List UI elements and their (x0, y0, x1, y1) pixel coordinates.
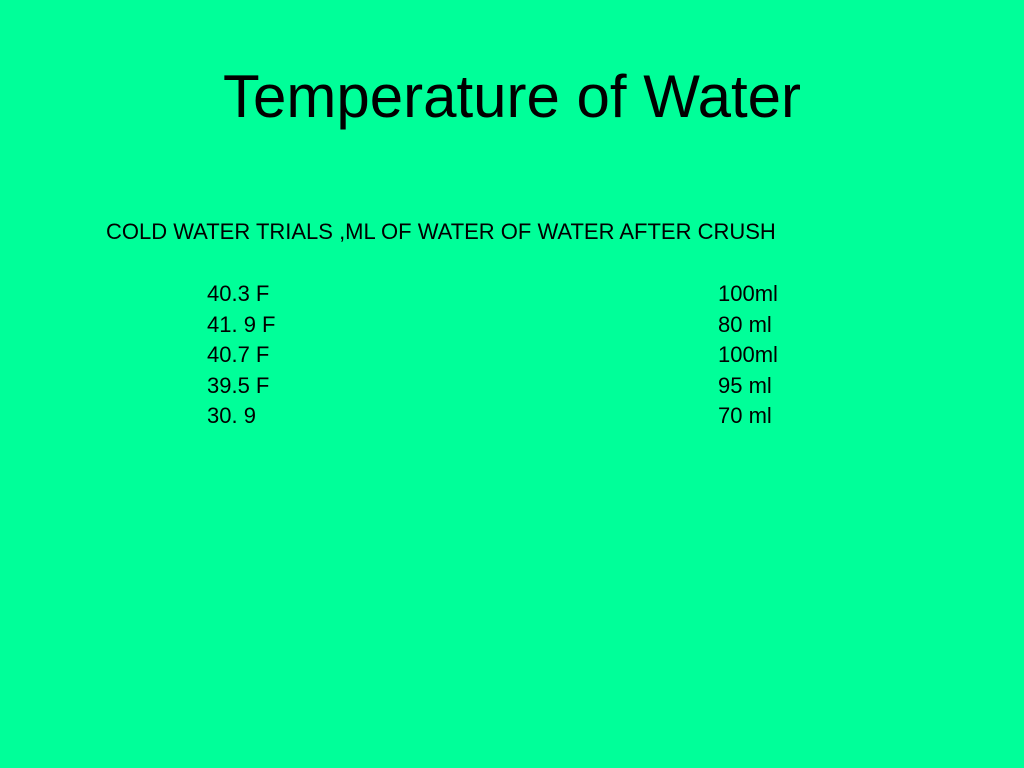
table-cell: 40.7 F (207, 342, 270, 368)
table-row: 40.3 F 100ml (0, 280, 1024, 311)
table-cell: 95 ml (718, 372, 772, 398)
table-cell: 100ml (718, 342, 778, 368)
table-cell: 70 ml (718, 403, 772, 429)
table-cell: 41. 9 F (207, 311, 276, 337)
table-cell: 30. 9 (207, 403, 256, 429)
table-row: 30. 9 70 ml (0, 402, 1024, 433)
table-cell: 40.3 F (207, 281, 270, 306)
table-cell: 100ml (718, 281, 778, 306)
table-row: 40.7 F 100ml (0, 341, 1024, 372)
table-cell: 80 ml (718, 311, 772, 337)
table-row: 41. 9 F 80 ml (0, 311, 1024, 342)
table-heading: COLD WATER TRIALS ,ML OF WATER OF WATER … (106, 219, 776, 244)
table-row: 39.5 F 95 ml (0, 372, 1024, 403)
table-cell: 39.5 F (207, 372, 270, 398)
table: 40.3 F 100ml 41. 9 F 80 ml 40.7 F 100ml 39.5 F… (0, 280, 1024, 433)
slide-title: Temperature of Water (223, 63, 801, 130)
